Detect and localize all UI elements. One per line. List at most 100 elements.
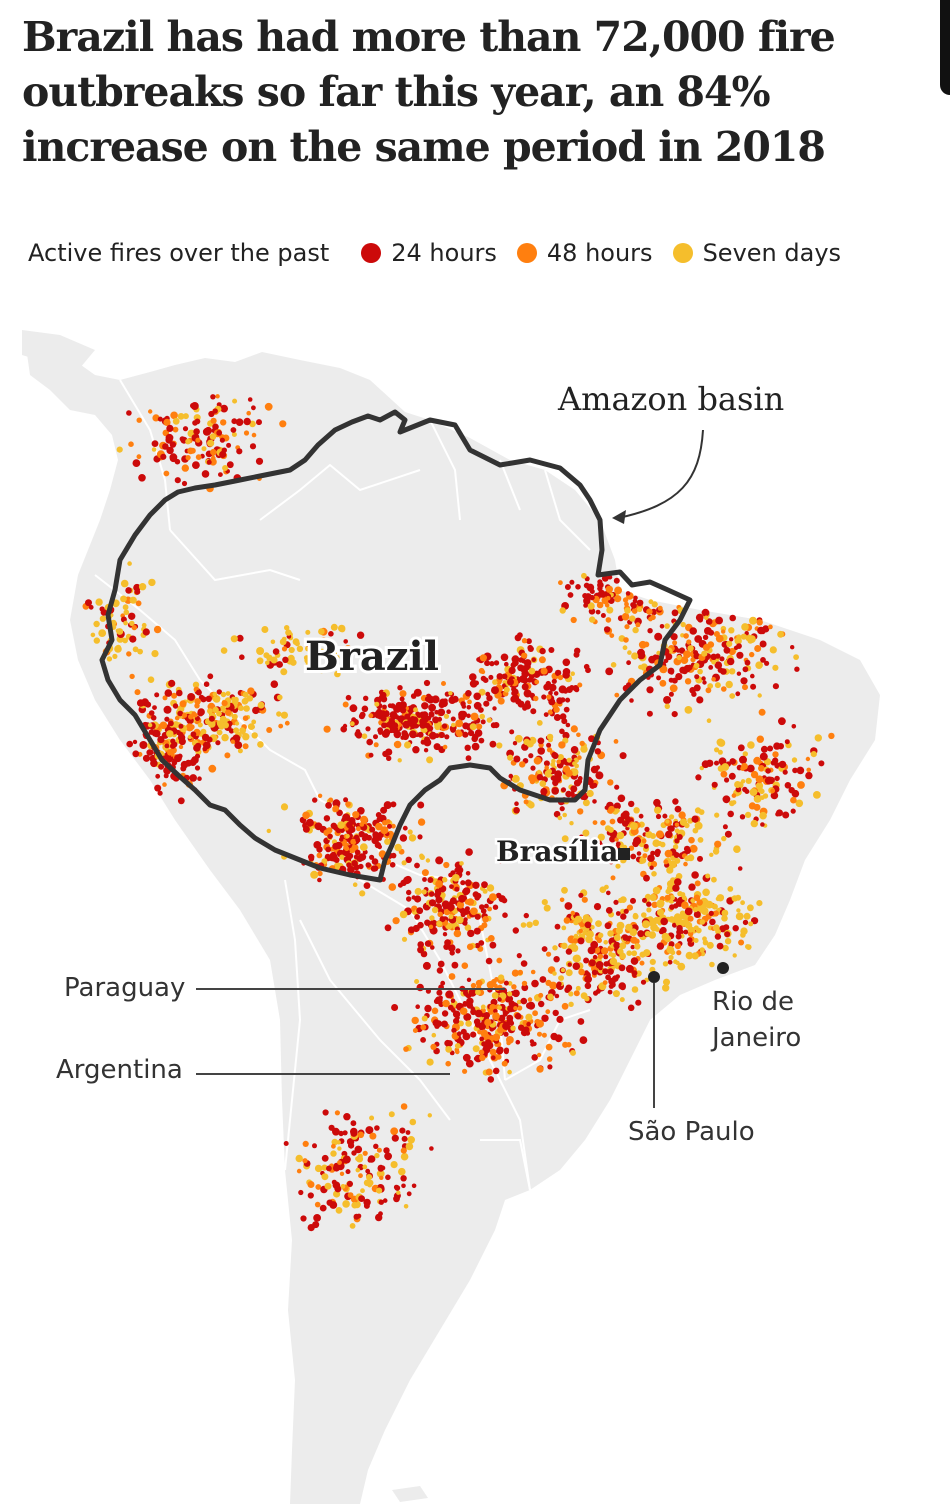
fire-dot: [210, 448, 217, 456]
fire-dot: [749, 788, 758, 796]
fire-dot: [650, 833, 656, 839]
fire-dot: [99, 615, 107, 622]
fire-dot: [374, 1152, 380, 1159]
fire-dot: [342, 1200, 350, 1208]
fire-dot: [375, 822, 383, 831]
fire-dot: [561, 886, 568, 894]
fire-dot: [693, 911, 701, 918]
fire-dot: [772, 751, 779, 758]
fire-dot: [795, 799, 804, 808]
fire-dot: [280, 803, 289, 811]
fire-dot: [714, 661, 723, 669]
fire-dot: [567, 962, 572, 967]
fire-dot: [566, 757, 572, 763]
fire-dot: [466, 898, 475, 906]
fire-dot: [139, 741, 148, 749]
fire-dot: [734, 781, 742, 788]
fire-dot: [215, 740, 221, 746]
fire-dot: [630, 602, 637, 609]
fire-dot: [751, 917, 759, 925]
fire-dot: [443, 713, 450, 719]
fire-dot: [148, 409, 153, 414]
fire-dot: [584, 996, 590, 1002]
fire-dot: [728, 648, 736, 656]
fire-dot: [684, 706, 693, 714]
fire-dot: [406, 896, 412, 902]
fire-dot: [428, 899, 437, 907]
fire-dot: [305, 639, 314, 648]
fire-dot: [324, 1182, 332, 1190]
fire-dot: [701, 760, 710, 769]
fire-dot: [455, 948, 461, 954]
fire-dot: [813, 791, 821, 799]
fire-dot: [639, 856, 647, 864]
fire-dot: [587, 857, 594, 864]
fire-dot: [189, 774, 197, 782]
fire-dot: [251, 405, 256, 411]
fire-dot: [745, 811, 752, 818]
fire-dot: [652, 839, 660, 847]
fire-dot: [220, 647, 228, 654]
fire-dot: [744, 659, 751, 666]
fire-dot: [436, 989, 443, 996]
fire-dot: [126, 740, 133, 748]
fire-dot: [342, 701, 349, 708]
fire-dot: [743, 912, 751, 920]
fire-dot: [181, 480, 188, 487]
fire-dot: [709, 961, 715, 968]
fire-dot: [664, 849, 673, 858]
fire-dot: [750, 683, 757, 690]
fire-dot: [182, 413, 189, 420]
legend: Active fires over the past 24 hours 48 h…: [28, 233, 861, 273]
fire-dot: [547, 1064, 553, 1070]
fire-dot: [631, 970, 638, 976]
fire-dot: [629, 698, 634, 703]
fire-dot: [201, 733, 210, 742]
fire-dot: [350, 838, 357, 845]
fire-dot: [453, 1017, 459, 1024]
fire-dot: [441, 1020, 448, 1028]
fire-dot: [810, 751, 817, 758]
fire-dot: [729, 637, 734, 642]
fire-dot: [383, 728, 391, 736]
fire-dot: [694, 807, 702, 814]
fire-dot: [646, 907, 652, 913]
fire-dot: [176, 689, 183, 697]
fire-dot: [420, 739, 426, 745]
fire-dot: [557, 815, 563, 821]
fire-dot: [321, 858, 328, 865]
fire-dot: [429, 915, 435, 921]
fire-dot: [497, 1026, 505, 1034]
fire-dot: [387, 823, 392, 829]
fire-dot: [123, 620, 128, 626]
fire-dot: [714, 840, 722, 848]
fire-dot: [636, 606, 643, 613]
fire-dot: [625, 591, 631, 596]
fire-dot: [401, 936, 408, 942]
fire-dot: [515, 698, 522, 705]
fire-dot: [727, 810, 734, 818]
fire-dot: [694, 880, 701, 887]
fire-dot: [329, 643, 336, 649]
fire-dot: [775, 811, 780, 817]
fire-dot: [772, 683, 780, 690]
fire-dot: [554, 923, 561, 930]
fire-dot: [334, 864, 341, 870]
fire-dot: [643, 874, 650, 882]
fire-dot: [630, 853, 637, 860]
fire-dot: [406, 1191, 412, 1197]
fire-dot: [218, 472, 223, 477]
legend-item-24h: 24 hours: [361, 239, 497, 267]
fire-dot: [126, 651, 132, 657]
fire-dot: [788, 787, 795, 794]
fire-dot: [721, 915, 728, 922]
fire-dot: [346, 821, 353, 829]
fire-dot: [739, 755, 747, 764]
fire-dot: [460, 912, 466, 918]
fire-dot: [334, 1110, 340, 1116]
fire-dot: [323, 647, 332, 656]
fire-dot: [448, 691, 453, 696]
fire-dot: [659, 624, 665, 629]
fire-dot: [257, 741, 264, 748]
fire-dot: [487, 935, 495, 942]
